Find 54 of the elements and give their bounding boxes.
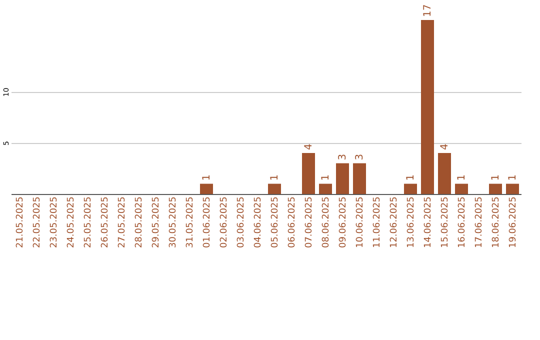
x-tick-label: 16.06.2025	[458, 196, 468, 248]
bar	[302, 153, 315, 194]
x-tick-label: 23.05.2025	[50, 196, 60, 248]
data-label: 3	[338, 154, 348, 160]
x-tick-label: 31.05.2025	[186, 196, 196, 248]
x-tick-label: 29.05.2025	[152, 196, 162, 248]
x-tick-label: 01.06.2025	[202, 196, 212, 248]
x-tick-label: 03.06.2025	[236, 196, 246, 248]
x-tick-label: 28.05.2025	[134, 196, 144, 248]
data-label: 1	[320, 174, 332, 181]
x-tick-label: 24.05.2025	[66, 196, 76, 248]
data-label: 1	[456, 174, 468, 181]
x-tick-label: 30.05.2025	[168, 196, 178, 248]
bar	[200, 184, 213, 194]
bar	[336, 163, 349, 194]
x-tick-label: 09.06.2025	[338, 196, 348, 248]
bar	[319, 184, 332, 194]
data-label: 4	[304, 144, 314, 150]
data-label: 1	[508, 174, 518, 181]
x-tick-label: 02.06.2025	[220, 196, 230, 248]
x-tick-label: 05.06.2025	[270, 196, 280, 248]
bar	[353, 163, 366, 194]
bar	[268, 184, 281, 194]
x-tick-label: 04.06.2025	[254, 196, 264, 248]
x-tick-label: 12.06.2025	[390, 196, 400, 248]
data-label: 3	[354, 154, 366, 160]
x-tick-label: 22.05.2025	[32, 196, 42, 248]
bar	[404, 184, 417, 194]
bar	[438, 153, 451, 194]
x-tick-label: 18.06.2025	[492, 196, 502, 248]
x-tick-label: 25.05.2025	[84, 196, 94, 248]
x-tick-label: 17.06.2025	[474, 196, 484, 248]
x-tick-label: 07.06.2025	[304, 196, 314, 248]
x-tick-label: 15.06.2025	[440, 196, 450, 248]
data-label: 1	[406, 174, 416, 181]
data-label: 17	[422, 4, 434, 17]
x-tick-label: 13.06.2025	[406, 196, 416, 248]
x-tick-label: 06.06.2025	[288, 196, 298, 248]
data-label: 4	[440, 144, 450, 150]
data-label: 1	[270, 174, 280, 181]
data-label: 1	[490, 174, 502, 181]
x-tick-label: 19.06.2025	[508, 196, 518, 248]
data-label: 1	[202, 174, 212, 181]
x-tick-label: 08.06.2025	[322, 196, 332, 248]
x-tick-label: 10.06.2025	[356, 196, 366, 248]
bar	[489, 184, 502, 194]
bar	[455, 184, 468, 194]
x-tick-label: 26.05.2025	[100, 196, 110, 248]
x-tick-label: 14.06.2025	[424, 196, 434, 248]
bar	[506, 184, 519, 194]
x-tick-label: 27.05.2025	[118, 196, 128, 248]
bar	[421, 20, 434, 194]
x-tick-label: 21.05.2025	[16, 196, 26, 248]
x-tick-label: 11.06.2025	[372, 196, 382, 248]
